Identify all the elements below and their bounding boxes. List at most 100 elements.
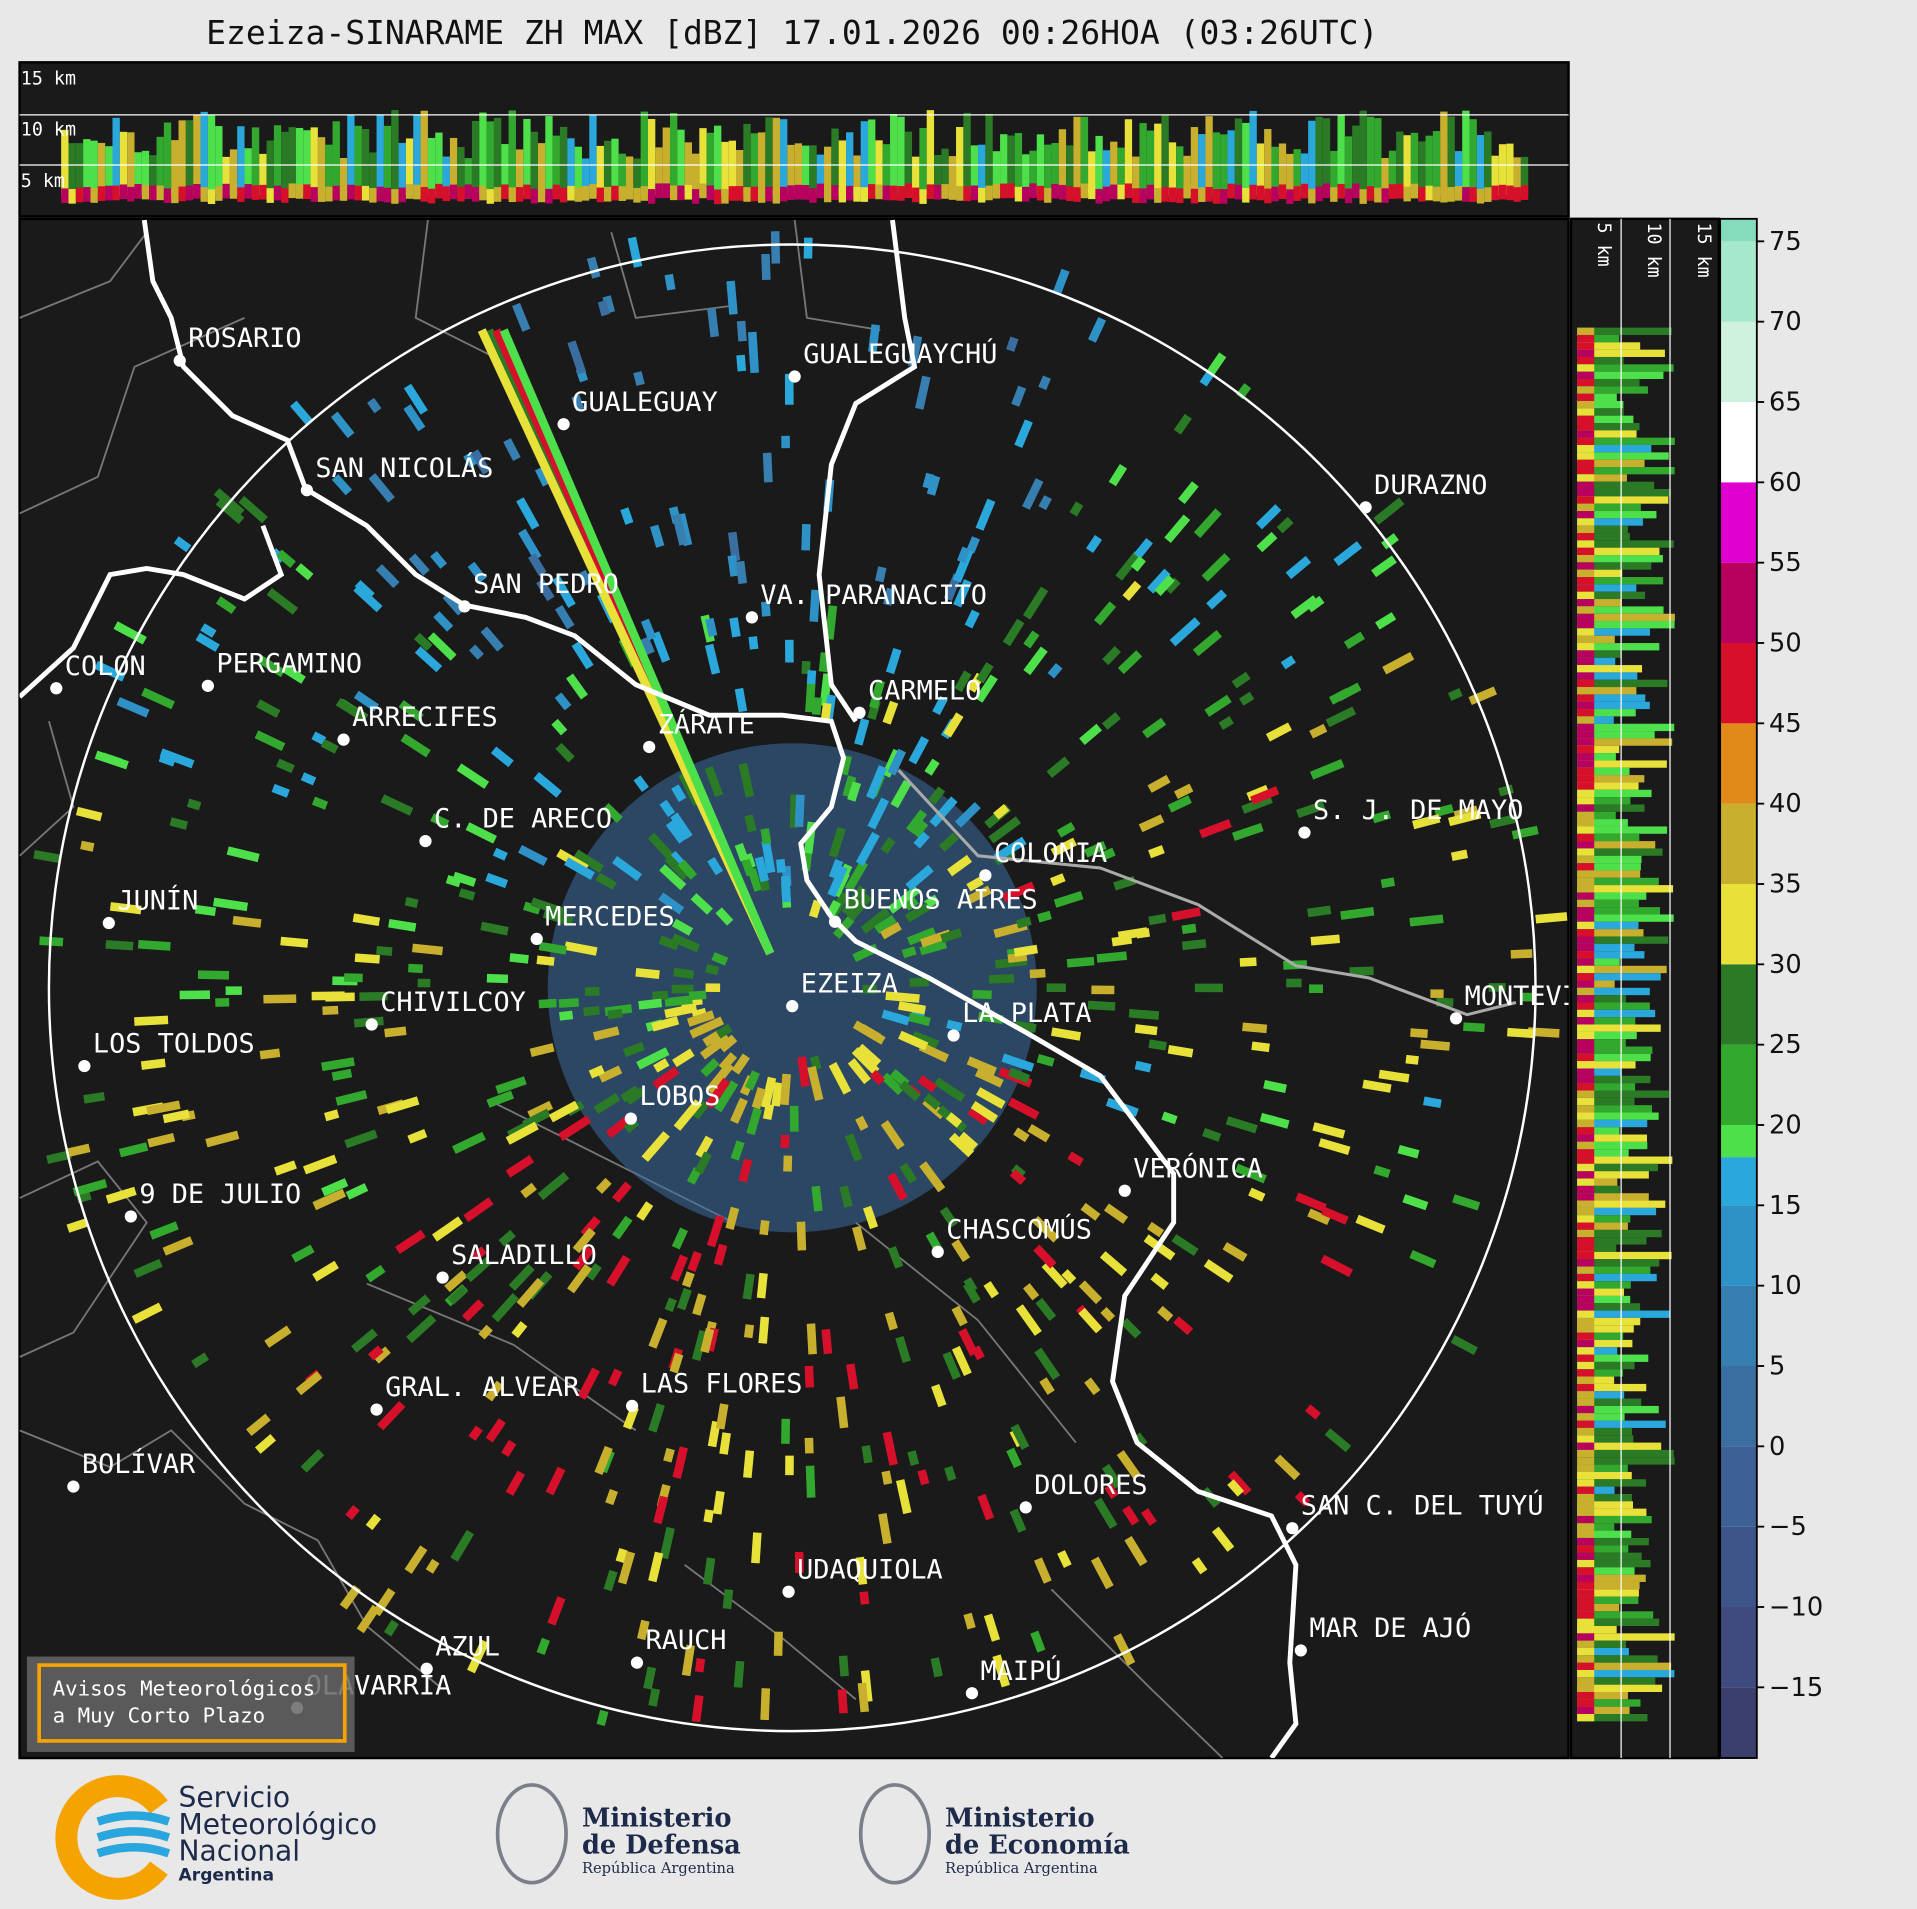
profile-echo	[339, 186, 348, 201]
profile-echo	[1577, 599, 1622, 607]
profile-echo	[824, 146, 832, 196]
radar-echo	[1099, 1251, 1128, 1277]
radar-echo	[620, 507, 634, 525]
city-label: ARRECIFES	[352, 702, 498, 733]
profile-echo	[743, 123, 751, 196]
radar-echo	[687, 1251, 702, 1273]
radar-echo	[529, 1043, 555, 1058]
radar-echo	[133, 1258, 163, 1278]
profile-echo	[1577, 914, 1674, 922]
profile-echo	[1212, 132, 1221, 196]
profile-echo	[1577, 767, 1595, 776]
city-label: CHASCOMÚS	[946, 1213, 1092, 1245]
radar-echo	[688, 990, 707, 1001]
profile-echo	[567, 185, 575, 201]
profile-echo	[215, 126, 223, 196]
profile-echo	[1403, 186, 1411, 202]
radar-echo	[672, 1446, 689, 1479]
radar-echo	[983, 1613, 1001, 1642]
radar-echo	[254, 1433, 277, 1454]
profile-echo	[1577, 650, 1622, 658]
profile-echo	[1577, 400, 1595, 409]
city-dot	[630, 1656, 644, 1669]
profile-echo	[97, 142, 106, 196]
radar-echo	[748, 340, 759, 374]
radar-echo	[491, 1293, 520, 1323]
profile-echo	[376, 186, 384, 202]
profile-echo	[1014, 133, 1023, 196]
radar-echo	[612, 856, 643, 882]
radar-echo	[869, 1069, 886, 1086]
radar-echo	[538, 941, 567, 955]
radar-echo	[263, 994, 297, 1004]
profile-echo	[325, 144, 333, 196]
city-label: SAN PEDRO	[473, 569, 619, 600]
profile-echo	[860, 187, 869, 202]
profile-echo	[1577, 1383, 1595, 1392]
profile-echo	[1577, 797, 1595, 805]
radar-echo	[66, 1218, 89, 1233]
profile-echo	[611, 138, 619, 196]
notice-text[interactable]: Avisos Meteorológicos	[53, 1677, 316, 1701]
radar-echo	[967, 1106, 989, 1126]
radar-echo	[673, 1099, 702, 1131]
radar-echo	[707, 307, 719, 338]
city-dot	[337, 733, 350, 746]
profile-echo	[1577, 1684, 1595, 1692]
profile-echo	[1117, 147, 1125, 196]
city-label: VERÓNICA	[1133, 1152, 1262, 1184]
radar-echo	[1373, 1165, 1391, 1178]
profile-echo	[156, 185, 164, 201]
profile-echo	[750, 186, 759, 202]
profile-echo	[1374, 118, 1382, 196]
radar-echo	[567, 340, 587, 375]
radar-echo	[447, 1285, 468, 1305]
radar-echo	[458, 888, 476, 901]
radar-echo	[385, 1096, 420, 1114]
profile-echo	[1044, 188, 1052, 203]
radar-echo	[691, 1695, 704, 1723]
radar-echo	[704, 643, 721, 675]
profile-echo	[772, 117, 781, 196]
notice-text[interactable]: a Muy Corto Plazo	[53, 1704, 266, 1728]
profile-echo	[1022, 154, 1030, 196]
radar-echo	[1007, 1097, 1040, 1120]
profile-echo	[1577, 1288, 1595, 1296]
radar-echo	[1047, 662, 1063, 679]
radar-echo	[715, 907, 734, 926]
radar-echo	[966, 876, 984, 892]
radar-echo	[663, 1447, 675, 1463]
profile-echo	[1396, 131, 1404, 196]
profile-echo	[618, 186, 626, 201]
colorbar-tick-label: −10	[1769, 1593, 1823, 1623]
radar-echo	[859, 1591, 870, 1605]
profile-echo	[1278, 184, 1287, 200]
radar-echo	[881, 1470, 893, 1485]
city-label: DOLORES	[1034, 1470, 1147, 1501]
profile-echo	[846, 132, 854, 196]
radar-echo	[1053, 891, 1084, 908]
radar-echo	[383, 1619, 399, 1637]
profile-echo	[1577, 591, 1595, 600]
radar-echo	[1090, 1556, 1114, 1590]
profile-echo	[1577, 929, 1595, 937]
radar-echo	[232, 915, 262, 928]
profile-echo	[1577, 951, 1645, 959]
radar-echo	[186, 798, 202, 811]
city-label: SAN C. DEL TUYÚ	[1301, 1490, 1544, 1522]
radar-echo	[945, 1112, 963, 1128]
radar-echo	[885, 991, 920, 1003]
radar-echo	[83, 1091, 106, 1104]
notice-box[interactable]	[37, 1663, 347, 1743]
profile-echo	[1577, 1662, 1595, 1670]
profile-echo	[1577, 569, 1595, 578]
radar-echo	[212, 897, 248, 912]
radar-echo	[932, 695, 948, 716]
radar-echo	[335, 698, 368, 723]
radar-echo	[837, 1689, 848, 1714]
radar-echo	[785, 639, 794, 663]
radar-echo	[312, 1188, 347, 1211]
profile-echo	[1577, 899, 1639, 908]
profile-echo	[1577, 555, 1595, 563]
profile-echo	[1577, 1655, 1658, 1663]
